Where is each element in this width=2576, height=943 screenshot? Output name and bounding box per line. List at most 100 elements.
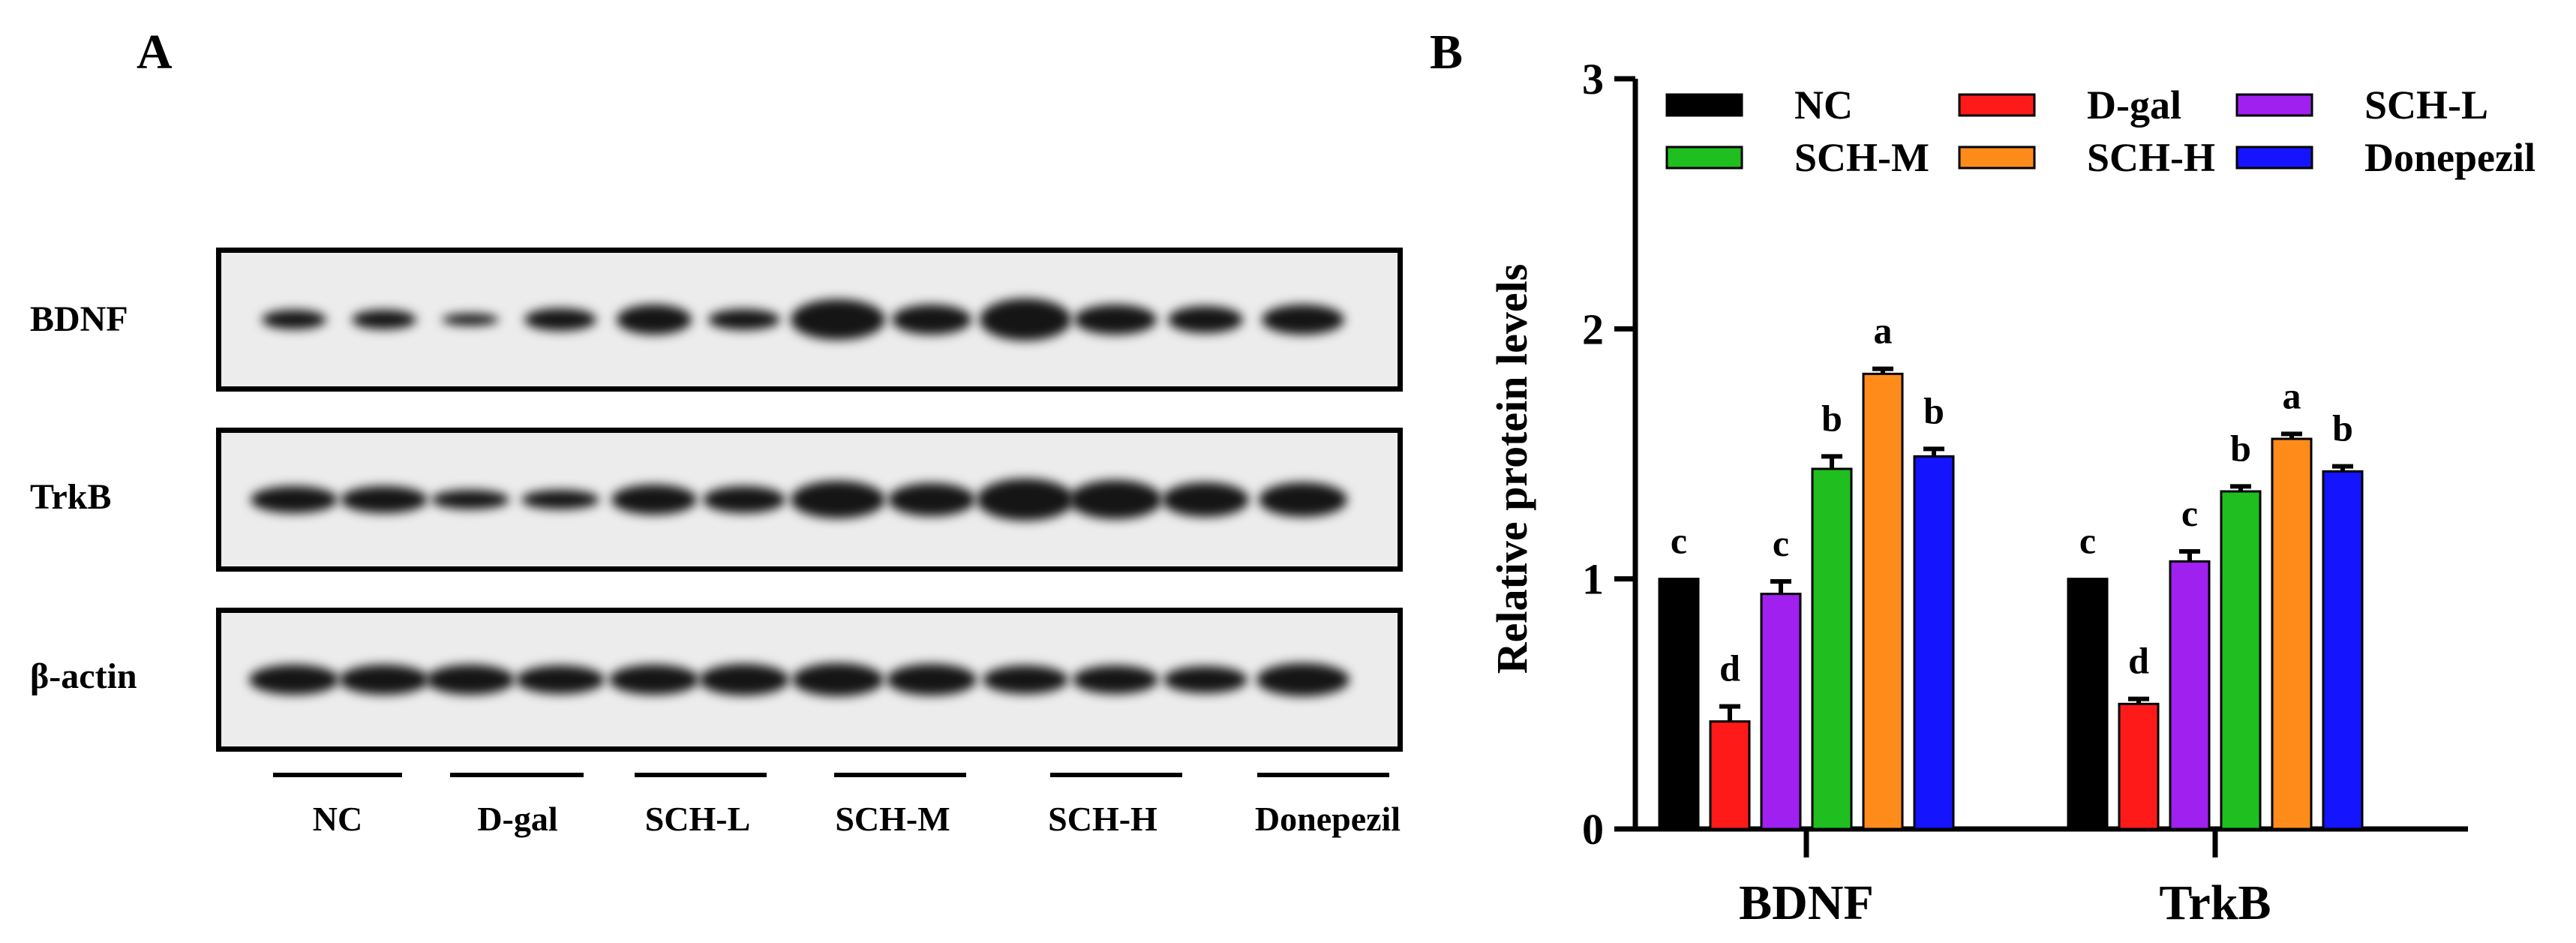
legend-swatch xyxy=(2235,146,2313,170)
bar xyxy=(2271,437,2313,830)
lane-label-schl: SCH-L xyxy=(644,800,751,838)
blot-band xyxy=(887,664,977,695)
blot-band xyxy=(1259,482,1347,517)
legend-label: SCH-M xyxy=(1794,135,1929,180)
legend-swatch xyxy=(1665,93,1743,117)
blot-band xyxy=(431,490,509,509)
bar xyxy=(2118,702,2160,830)
lane-label-donepezil: Donepezil xyxy=(1254,800,1401,838)
blot-band xyxy=(251,486,338,513)
legend-swatch xyxy=(1958,93,2036,117)
significance-label: d xyxy=(1719,647,1740,689)
blot-band xyxy=(352,310,416,329)
legend-swatch xyxy=(1665,146,1743,170)
blot-image-beta-actin xyxy=(216,608,1403,752)
blot-band xyxy=(341,486,428,513)
bar xyxy=(1811,467,1853,830)
significance-label: c xyxy=(1773,522,1789,564)
significance-label: d xyxy=(2128,640,2149,682)
blot-band xyxy=(888,483,975,516)
blot-band xyxy=(1069,480,1162,519)
legend-label: Donepezil xyxy=(2364,135,2535,180)
y-tick-label: 0 xyxy=(1582,805,1604,854)
legend-swatch xyxy=(2235,93,2313,117)
lane-line-schm xyxy=(834,773,966,777)
significance-label: a xyxy=(1874,310,1893,352)
blot-band xyxy=(1262,305,1344,335)
significance-label: b xyxy=(2230,427,2251,469)
panel-b-label: B xyxy=(1430,25,1464,80)
blot-band xyxy=(980,299,1071,341)
lane-label-dgal: D-gal xyxy=(477,800,558,838)
panel-a-label: A xyxy=(137,25,173,80)
blot-band xyxy=(1074,305,1157,335)
bar xyxy=(2169,560,2211,830)
legend-label: SCH-L xyxy=(2364,83,2488,128)
blot-band xyxy=(426,665,515,695)
bar xyxy=(2220,490,2262,830)
blot-band xyxy=(1163,666,1247,693)
lane-label-nc: NC xyxy=(312,800,363,838)
blot-label-bdnf: BDNF xyxy=(30,299,128,339)
blot-band xyxy=(791,299,885,340)
blot-band xyxy=(791,481,885,518)
x-category-label: TrkB xyxy=(2159,875,2271,930)
blot-band xyxy=(611,485,697,515)
blot-label-beta-actin: β-actin xyxy=(30,656,137,696)
lane-line-nc xyxy=(273,773,402,777)
blot-image-trkb xyxy=(216,428,1403,572)
blot-band xyxy=(1162,482,1249,517)
significance-label: c xyxy=(2181,492,2198,534)
blot-band xyxy=(262,310,326,329)
y-tick-label: 2 xyxy=(1582,305,1604,353)
blot-band xyxy=(708,309,780,330)
bar xyxy=(1862,372,1904,830)
significance-label: b xyxy=(1821,397,1842,439)
blot-band xyxy=(977,479,1074,521)
blot-image-bdnf xyxy=(216,248,1403,392)
blot-band xyxy=(703,486,785,513)
blot-band xyxy=(892,305,971,335)
x-category-label: BDNF xyxy=(1739,875,1874,930)
y-tick-label: 3 xyxy=(1582,55,1604,104)
lane-line-donepezil xyxy=(1257,773,1389,777)
blot-band xyxy=(249,665,339,695)
significance-label: c xyxy=(1671,520,1687,562)
significance-label: a xyxy=(2283,374,2301,416)
y-tick-label: 1 xyxy=(1582,555,1604,604)
bar xyxy=(1658,578,1700,830)
blot-band xyxy=(699,664,789,695)
significance-label: b xyxy=(2332,407,2353,449)
blot-band xyxy=(516,665,605,694)
bar xyxy=(2067,578,2109,830)
blot-band xyxy=(983,665,1068,694)
legend-label: SCH-H xyxy=(2087,135,2215,180)
bar xyxy=(1760,593,1802,830)
blot-band xyxy=(1256,663,1350,696)
blot-band xyxy=(617,305,692,335)
blot-band xyxy=(442,314,499,326)
legend-label: D-gal xyxy=(2087,83,2181,128)
legend-swatch xyxy=(1958,146,2036,170)
lane-label-schm: SCH-M xyxy=(835,800,950,838)
lane-line-schl xyxy=(635,773,767,777)
bar xyxy=(1709,720,1751,830)
lane-line-dgal xyxy=(450,773,584,777)
significance-label: b xyxy=(1923,389,1944,431)
significance-label: c xyxy=(2079,520,2096,562)
blot-band xyxy=(1073,665,1158,694)
blot-band xyxy=(609,665,699,695)
blot-band xyxy=(521,490,599,509)
blot-band xyxy=(1168,306,1243,333)
blot-band xyxy=(339,665,429,695)
lane-label-schh: SCH-H xyxy=(1048,800,1157,838)
legend-label: NC xyxy=(1794,83,1853,128)
bar xyxy=(2322,470,2364,830)
y-axis-label: Relative protein levels xyxy=(1488,264,1536,674)
blot-band xyxy=(792,663,884,696)
bar xyxy=(1913,455,1955,830)
blot-band xyxy=(524,308,596,331)
blot-label-trkb: TrkB xyxy=(30,477,112,517)
lane-line-schh xyxy=(1050,773,1182,777)
